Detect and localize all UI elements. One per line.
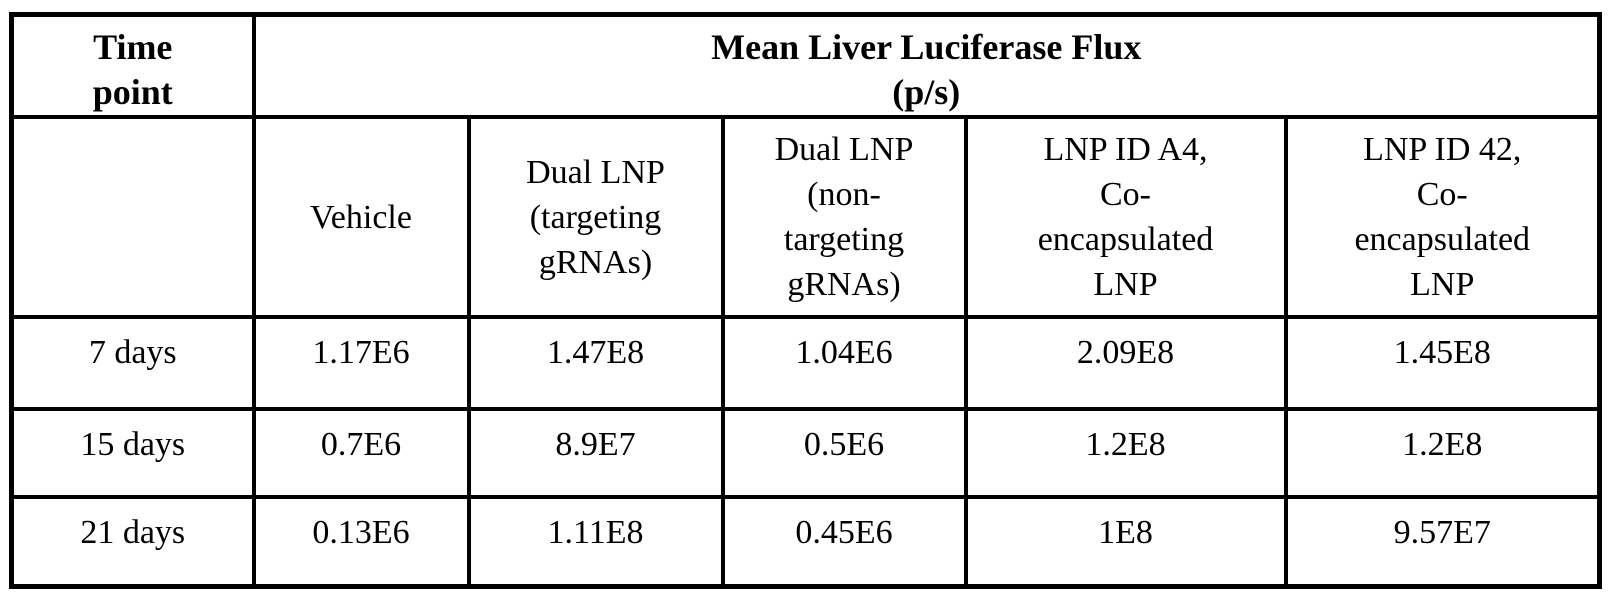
value-cell: 1.45E8 <box>1283 315 1602 411</box>
column-header-lnp-id-a4: LNP ID A4, Co- encapsulated LNP <box>963 115 1288 319</box>
value-cell: 1.2E8 <box>963 407 1288 499</box>
document-table-container: Time point Mean Liver Luciferase Flux (p… <box>9 12 1602 589</box>
value-cell: 1.47E8 <box>466 315 725 411</box>
main-header-cell: Mean Liver Luciferase Flux (p/s) <box>251 12 1602 119</box>
value-cell: 9.57E7 <box>1283 495 1602 588</box>
row-label-7-days: 7 days <box>9 315 256 411</box>
main-header-title: Mean Liver Luciferase Flux <box>711 27 1142 67</box>
time-point-header-cell: Time point <box>9 12 256 119</box>
value-cell: 1.2E8 <box>1283 407 1602 499</box>
liver-luciferase-flux-table: Time point Mean Liver Luciferase Flux (p… <box>9 12 1602 589</box>
value-cell: 0.7E6 <box>251 407 471 499</box>
table-row: 15 days 0.7E6 8.9E7 0.5E6 1.2E8 1.2E8 <box>9 407 1602 499</box>
value-cell: 1.11E8 <box>466 495 725 588</box>
table-row: 21 days 0.13E6 1.11E8 0.45E6 1E8 9.57E7 <box>9 495 1602 588</box>
column-header-lnp-id-42: LNP ID 42, Co- encapsulated LNP <box>1283 115 1602 319</box>
value-cell: 0.45E6 <box>720 495 968 588</box>
value-cell: 8.9E7 <box>466 407 725 499</box>
header-row-main: Time point Mean Liver Luciferase Flux (p… <box>9 12 1602 119</box>
row-label-21-days: 21 days <box>9 495 256 588</box>
column-header-dual-lnp-targeting: Dual LNP (targeting gRNAs) <box>466 115 725 319</box>
value-cell: 1E8 <box>963 495 1288 588</box>
value-cell: 1.17E6 <box>251 315 471 411</box>
value-cell: 0.5E6 <box>720 407 968 499</box>
main-header-unit: (p/s) <box>892 72 961 112</box>
value-cell: 1.04E6 <box>720 315 968 411</box>
value-cell: 2.09E8 <box>963 315 1288 411</box>
column-header-dual-lnp-non-targeting: Dual LNP (non- targeting gRNAs) <box>720 115 968 319</box>
header-row-columns: Vehicle Dual LNP (targeting gRNAs) Dual … <box>9 115 1602 319</box>
row-label-15-days: 15 days <box>9 407 256 499</box>
column-header-vehicle: Vehicle <box>251 115 471 319</box>
value-cell: 0.13E6 <box>251 495 471 588</box>
table-row: 7 days 1.17E6 1.47E8 1.04E6 2.09E8 1.45E… <box>9 315 1602 411</box>
empty-corner-cell <box>9 115 256 319</box>
